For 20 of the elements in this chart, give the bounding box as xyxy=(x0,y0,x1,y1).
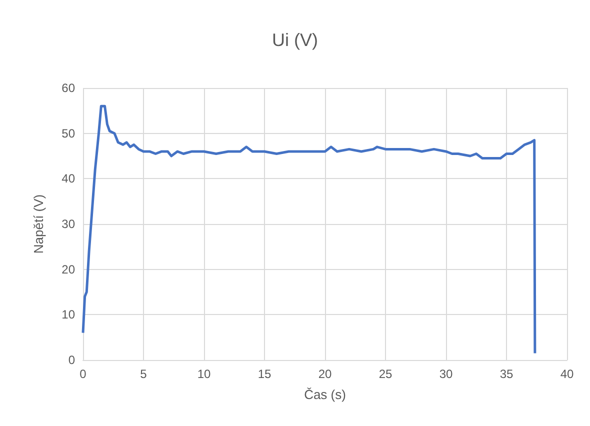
y-tick-label: 40 xyxy=(62,172,76,186)
chart-title: Ui (V) xyxy=(272,30,318,50)
y-tick-label: 50 xyxy=(62,126,76,140)
line-series xyxy=(82,104,536,354)
y-tick-label: 0 xyxy=(68,353,76,367)
y-tick-label: 10 xyxy=(62,308,76,322)
x-tick-label: 35 xyxy=(500,367,514,381)
x-tick-label: 25 xyxy=(378,367,392,381)
y-tick-label: 60 xyxy=(62,81,76,95)
x-tick-label: 10 xyxy=(197,367,211,381)
x-tick-label: 20 xyxy=(318,367,332,381)
x-axis-title: Čas (s) xyxy=(304,387,346,402)
x-tick-label: 0 xyxy=(80,367,87,381)
y-axis-title: Napětí (V) xyxy=(31,194,46,254)
x-tick-label: 40 xyxy=(560,367,574,381)
y-tick-label: 20 xyxy=(62,262,76,276)
x-tick-label: 5 xyxy=(140,367,148,381)
x-tick-label: 15 xyxy=(258,367,272,381)
y-tick-label: 30 xyxy=(62,217,76,231)
x-tick-label: 30 xyxy=(439,367,453,381)
